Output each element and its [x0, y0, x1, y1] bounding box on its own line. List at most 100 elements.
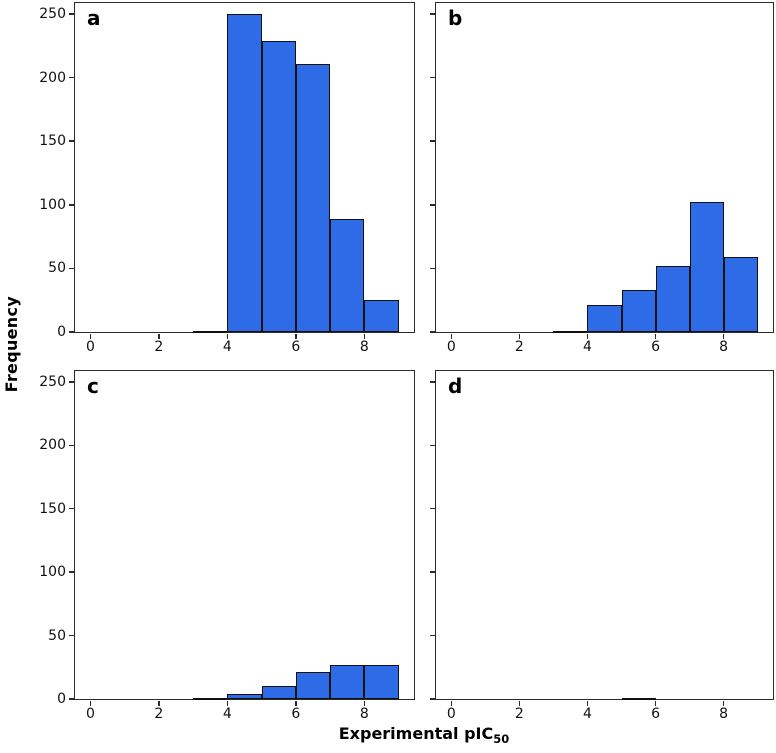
x-tick-mark	[295, 333, 297, 339]
histogram-bar	[364, 300, 399, 332]
y-tick-label: 50	[48, 260, 66, 277]
panel-d: 0 2 4 6 8 d	[429, 370, 774, 721]
y-tick-mark	[68, 507, 74, 510]
y-tick-mark	[68, 267, 74, 270]
y-tick-mark	[429, 140, 435, 142]
x-axis-label-text: Experimental pIC	[338, 724, 494, 743]
x-tick-label: 6	[291, 339, 301, 355]
x-tick-label: 2	[514, 706, 524, 722]
x-tick-label: 4	[583, 339, 592, 355]
y-tick-mark	[68, 331, 74, 333]
x-axis-label: Experimental pIC50	[74, 724, 774, 746]
histogram-bar	[261, 40, 296, 332]
x-tick-mark	[158, 700, 160, 706]
x-tick-mark	[586, 333, 589, 339]
x-tick-label: 4	[222, 706, 232, 722]
x-tick-mark	[295, 700, 297, 706]
y-tick-mark	[68, 571, 74, 573]
histogram-bar	[330, 664, 365, 699]
y-tick-mark	[429, 634, 435, 637]
panel-b: 0 2 4 6 8 b	[429, 2, 774, 354]
x-tick-label: 0	[85, 339, 95, 355]
panel-a: 0 2 4 6 8 0 50 100 150 200 250 a	[39, 2, 415, 354]
histogram-bar	[655, 265, 690, 332]
y-tick-label: 100	[39, 564, 66, 581]
y-axis-label: Frequency	[2, 296, 21, 393]
panel-letter-b: b	[448, 6, 463, 30]
histogram-bar	[689, 202, 724, 332]
y-tick-mark	[68, 444, 74, 447]
x-tick-label: 2	[154, 706, 164, 722]
x-tick-label: 2	[154, 339, 164, 355]
y-tick-label: 50	[48, 627, 66, 644]
x-tick-mark	[450, 700, 453, 706]
x-tick-label: 0	[85, 706, 95, 722]
y-tick-label: 0	[57, 324, 66, 340]
panel-letter-d: d	[448, 374, 463, 398]
x-tick-mark	[722, 333, 725, 339]
x-tick-label: 4	[583, 706, 592, 722]
y-tick-mark	[68, 76, 74, 79]
x-tick-label: 2	[514, 339, 524, 355]
x-tick-mark	[654, 333, 657, 339]
y-tick-label: 150	[39, 133, 66, 150]
histogram-bar	[553, 330, 588, 333]
panel-c: 0 2 4 6 8 0 50 100 150 200 250 c	[39, 370, 415, 721]
panel-letter-a: a	[87, 6, 101, 30]
histogram-bar	[227, 693, 262, 699]
x-tick-label: 8	[359, 706, 369, 722]
histogram-bar	[364, 664, 399, 699]
y-tick-mark	[429, 507, 435, 510]
y-tick-mark	[68, 634, 74, 637]
x-tick-mark	[158, 333, 160, 339]
y-tick-label: 200	[39, 69, 66, 86]
x-tick-mark	[363, 333, 366, 339]
histogram-bar	[295, 672, 331, 699]
y-tick-mark	[429, 571, 435, 573]
x-tick-label: 8	[719, 339, 729, 355]
y-tick-label: 200	[39, 437, 66, 454]
histogram-bar	[193, 330, 228, 333]
y-tick-label: 0	[57, 691, 66, 707]
histogram-bar	[621, 290, 656, 332]
histogram-bar	[261, 686, 296, 699]
x-tick-mark	[450, 333, 453, 339]
x-tick-label: 8	[359, 339, 369, 355]
x-tick-label: 0	[446, 706, 456, 722]
y-tick-label: 250	[39, 5, 66, 22]
x-tick-label: 6	[651, 339, 661, 355]
y-tick-mark	[429, 331, 435, 333]
x-tick-mark	[518, 333, 521, 339]
y-tick-label: 150	[39, 500, 66, 517]
y-tick-mark	[68, 140, 74, 142]
x-tick-label: 6	[291, 706, 301, 722]
histogram-bar	[227, 13, 262, 332]
y-tick-label: 250	[39, 373, 66, 390]
y-tick-mark	[429, 13, 435, 15]
histogram-bar	[723, 256, 758, 332]
y-tick-label: 100	[39, 196, 66, 213]
histogram-bar	[193, 697, 228, 700]
histogram-bar	[621, 697, 656, 700]
x-tick-mark	[363, 700, 366, 706]
x-axis-label-subscript: 50	[493, 732, 510, 747]
x-tick-label: 0	[446, 339, 456, 355]
y-tick-mark	[429, 267, 435, 270]
x-tick-label: 4	[222, 339, 232, 355]
x-tick-mark	[518, 700, 521, 706]
x-tick-label: 6	[651, 706, 661, 722]
x-tick-mark	[89, 700, 92, 706]
y-tick-mark	[429, 444, 435, 447]
y-tick-mark	[68, 381, 74, 383]
x-tick-label: 8	[719, 706, 729, 722]
x-tick-mark	[226, 700, 229, 706]
histogram-bar	[587, 305, 622, 332]
y-tick-mark	[429, 698, 435, 700]
y-tick-mark	[429, 381, 435, 383]
x-tick-mark	[89, 333, 92, 339]
y-tick-mark	[68, 13, 74, 15]
y-tick-mark	[429, 204, 435, 206]
x-tick-mark	[654, 700, 657, 706]
x-tick-mark	[586, 700, 589, 706]
x-tick-mark	[226, 333, 229, 339]
